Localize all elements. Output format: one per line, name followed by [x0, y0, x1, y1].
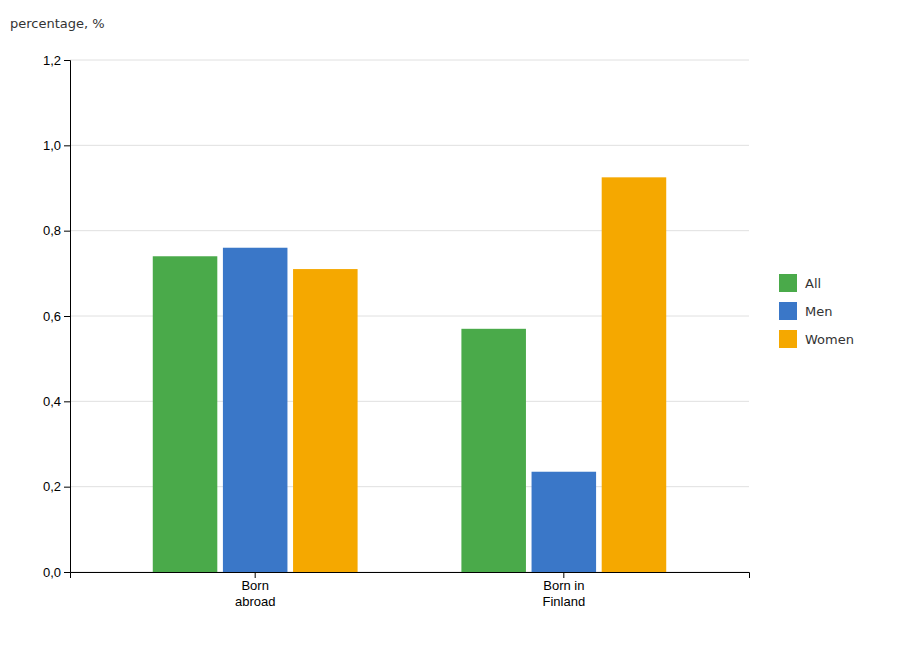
x-tick: Bornabroad — [235, 572, 275, 609]
y-tick-label: 0,0 — [43, 565, 61, 580]
y-tick: 0,8 — [43, 223, 70, 238]
y-tick-mark — [64, 572, 70, 573]
bar-series — [293, 177, 666, 572]
legend: All Men Women — [779, 274, 854, 348]
y-axis-title: percentage, % — [10, 16, 105, 31]
bar — [461, 329, 526, 572]
y-tick-label: 1,0 — [43, 138, 61, 153]
bars — [153, 177, 666, 572]
y-tick-label: 0,6 — [43, 309, 61, 324]
y-tick: 0,6 — [43, 309, 70, 324]
bar-series — [153, 256, 526, 572]
bar-series — [223, 248, 596, 572]
y-tick: 0,0 — [43, 565, 70, 580]
legend-label: All — [805, 276, 821, 291]
legend-item: Men — [779, 302, 832, 320]
bar — [153, 256, 218, 572]
legend-item: Women — [779, 330, 854, 348]
legend-label: Women — [805, 332, 854, 347]
x-tick: Born inFinland — [542, 572, 585, 609]
grid-line — [70, 60, 749, 61]
grid — [70, 60, 749, 572]
x-tick-mark — [255, 572, 256, 578]
legend-swatch — [779, 274, 797, 292]
y-tick-label: 0,2 — [43, 479, 61, 494]
y-tick-mark — [64, 60, 70, 61]
x-axis: Bornabroad Born inFinland — [71, 572, 750, 609]
bar — [602, 177, 667, 572]
y-axis: 0,0 0,2 0,4 0,6 0,8 1,0 1,2 — [43, 53, 71, 580]
y-axis-line — [64, 61, 71, 573]
y-tick-mark — [64, 487, 70, 488]
y-tick: 0,2 — [43, 479, 70, 494]
legend-item: All — [779, 274, 821, 292]
plot: 0,0 0,2 0,4 0,6 0,8 1,0 1,2 Bornabroad Born inFi… — [43, 53, 750, 609]
y-tick-label: 0,4 — [43, 394, 61, 409]
y-tick-mark — [64, 231, 70, 232]
legend-swatch — [779, 330, 797, 348]
y-tick-mark — [64, 401, 70, 402]
y-tick-mark — [64, 145, 70, 146]
x-tick-label: Bornabroad — [235, 578, 275, 609]
y-tick: 0,4 — [43, 394, 70, 409]
x-axis-line — [71, 573, 750, 579]
chart: 0,0 0,2 0,4 0,6 0,8 1,0 1,2 Bornabroad Born inFi… — [0, 0, 919, 652]
y-tick-label: 1,2 — [43, 53, 61, 68]
x-tick-mark — [563, 572, 564, 578]
bar — [293, 269, 358, 572]
bar — [532, 472, 597, 572]
legend-swatch — [779, 302, 797, 320]
y-tick-label: 0,8 — [43, 223, 61, 238]
grid-line — [70, 145, 749, 146]
x-tick-label: Born inFinland — [542, 578, 585, 609]
bar — [223, 248, 288, 572]
y-tick-mark — [64, 316, 70, 317]
y-tick: 1,0 — [43, 138, 70, 153]
legend-label: Men — [805, 304, 832, 319]
y-tick: 1,2 — [43, 53, 70, 68]
